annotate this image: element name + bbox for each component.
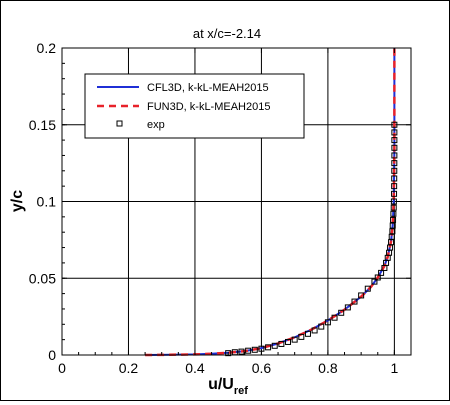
exp-data-point bbox=[391, 152, 398, 159]
axis-ticks: 0 0.2 0.4 0.6 0.8 1 0 0.05 0.1 0.15 0.2 bbox=[29, 40, 411, 376]
exp-data-point bbox=[391, 183, 398, 190]
exp-data-point bbox=[291, 336, 298, 343]
x-tick-label: 0.2 bbox=[119, 360, 139, 376]
exp-data-point bbox=[238, 348, 245, 355]
exp-data-point bbox=[324, 319, 331, 326]
x-axis-label-subscript: ref bbox=[234, 385, 248, 397]
exp-data-point bbox=[358, 292, 365, 299]
exp-data-point bbox=[245, 347, 252, 354]
exp-data-point bbox=[388, 233, 395, 240]
exp-data-point bbox=[391, 144, 398, 151]
exp-data-point bbox=[374, 274, 381, 281]
fun3d-series-line bbox=[145, 48, 396, 357]
exp-data-point bbox=[390, 210, 397, 217]
x-tick-label: 0 bbox=[58, 360, 66, 376]
exp-data-point bbox=[265, 344, 272, 351]
exp-data-point bbox=[251, 346, 258, 353]
exp-data-point bbox=[391, 175, 398, 182]
exp-data-point bbox=[391, 160, 398, 167]
exp-data-point bbox=[391, 190, 398, 197]
exp-data-point bbox=[285, 338, 292, 345]
exp-data-point bbox=[351, 298, 358, 305]
exp-data-point bbox=[390, 204, 397, 211]
exp-data-point bbox=[378, 269, 385, 276]
exp-data-point bbox=[364, 285, 371, 292]
y-tick-label: 0.1 bbox=[37, 194, 57, 210]
x-tick-label: 1 bbox=[390, 360, 398, 376]
exp-data-point bbox=[391, 167, 398, 174]
legend-entry-label: CFL3D, k-kL-MEAH2015 bbox=[147, 82, 269, 94]
exp-data-point bbox=[278, 340, 285, 347]
chart-title: at x/c=-2.14 bbox=[193, 26, 261, 41]
y-tick-label: 0 bbox=[48, 347, 56, 363]
exp-data-point bbox=[304, 330, 311, 337]
exp-data-point bbox=[344, 304, 351, 311]
exp-data-point bbox=[338, 309, 345, 316]
exp-data-point bbox=[391, 129, 398, 136]
exp-data-point bbox=[389, 222, 396, 229]
x-tick-label: 0.4 bbox=[185, 360, 205, 376]
exp-data-point bbox=[390, 198, 397, 205]
legend-swatch-square-marker bbox=[116, 120, 123, 127]
exp-data-point bbox=[311, 327, 318, 334]
x-axis-label: u/Uref bbox=[208, 376, 248, 397]
legend-entry-label: FUN3D, k-kL-MEAH2015 bbox=[147, 101, 270, 113]
exp-data-point bbox=[318, 323, 325, 330]
exp-data-point bbox=[271, 342, 278, 349]
x-tick-label: 0.8 bbox=[318, 360, 338, 376]
y-tick-label: 0.05 bbox=[29, 270, 56, 286]
exp-data-point bbox=[390, 216, 397, 223]
x-tick-label: 0.6 bbox=[252, 360, 272, 376]
exp-data-point bbox=[389, 228, 396, 235]
exp-data-point bbox=[298, 333, 305, 340]
legend: CFL3D, k-kL-MEAH2015 FUN3D, k-kL-MEAH201… bbox=[84, 73, 305, 139]
exp-data-point bbox=[391, 121, 398, 128]
y-tick-label: 0.2 bbox=[37, 40, 57, 56]
exp-data-point bbox=[391, 137, 398, 144]
x-axis-label-main: u/U bbox=[208, 376, 234, 393]
exp-data-point bbox=[371, 278, 378, 285]
y-tick-label: 0.15 bbox=[29, 117, 56, 133]
exp-data-point bbox=[225, 350, 232, 357]
exp-data-point bbox=[331, 314, 338, 321]
y-axis-label: y/c bbox=[9, 190, 26, 212]
legend-entry-label: exp bbox=[147, 119, 165, 131]
